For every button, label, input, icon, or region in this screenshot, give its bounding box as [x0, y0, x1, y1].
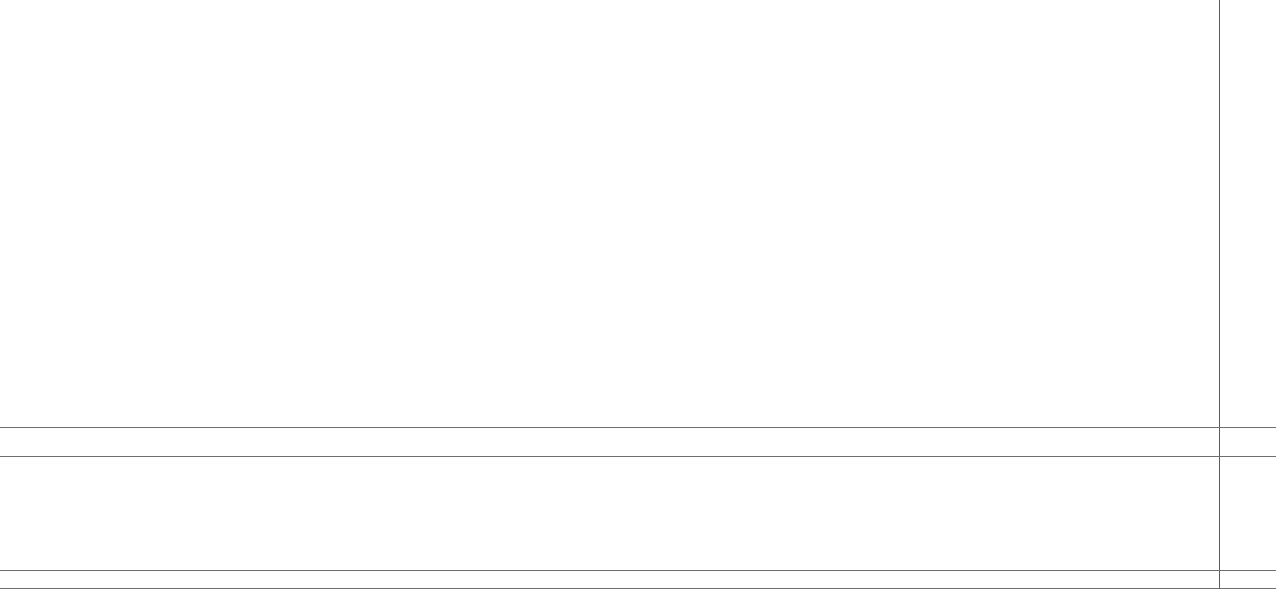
main-price-axis[interactable] [1220, 0, 1276, 428]
panel-separator[interactable] [0, 427, 1276, 428]
copyright-text [0, 571, 1219, 588]
rsi-axis[interactable] [1220, 457, 1276, 571]
rsi-chart[interactable] [0, 457, 1219, 570]
atr-panel[interactable] [0, 428, 1219, 456]
atr-axis[interactable] [1220, 428, 1276, 457]
candlestick-chart[interactable] [0, 0, 1219, 427]
rsi-panel[interactable] [0, 457, 1219, 570]
price-axis-column[interactable] [1219, 0, 1276, 588]
time-axis[interactable] [0, 589, 1276, 616]
atr-indicator-label [3, 429, 8, 440]
rsi-indicator-label [3, 458, 8, 469]
atr-chart[interactable] [0, 428, 1219, 456]
panel-separator[interactable] [0, 570, 1276, 571]
panel-separator [0, 588, 1276, 589]
price-chart-panel[interactable] [0, 0, 1219, 427]
panel-separator[interactable] [0, 456, 1276, 457]
